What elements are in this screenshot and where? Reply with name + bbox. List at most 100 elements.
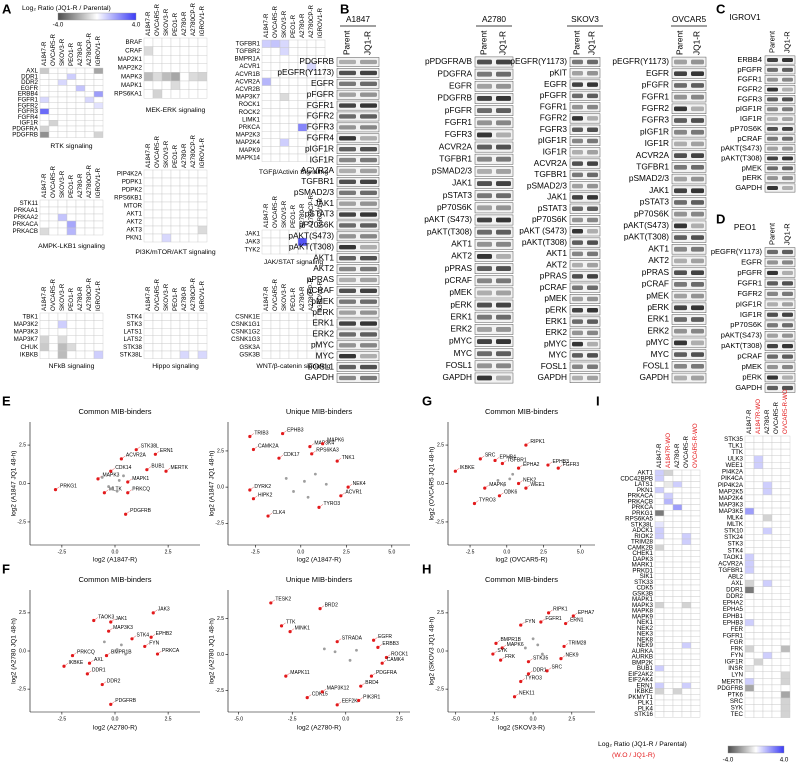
- row-label: JAK3: [245, 239, 260, 246]
- lane-label: JQ1-R: [363, 31, 373, 55]
- heatmap-cell: [188, 335, 199, 344]
- heatmap-cell: [66, 125, 77, 133]
- blot-strip: [336, 187, 380, 198]
- label-leader: [89, 660, 94, 664]
- blot-band: [360, 364, 377, 370]
- heatmap-cell: [270, 77, 281, 86]
- heatmap-cell: [57, 85, 68, 92]
- label-leader: [102, 681, 107, 685]
- label-leader: [455, 468, 460, 472]
- heatmap-cell: [66, 102, 77, 109]
- blot-band: [572, 330, 583, 336]
- row-label: EPHB1: [723, 613, 744, 620]
- heatmap-cell: [771, 520, 782, 528]
- heatmap-cell: [143, 217, 154, 227]
- heatmap-cell: [93, 320, 104, 329]
- blot-title: IGROV1: [729, 12, 761, 22]
- row-label: CDC42BPB: [620, 475, 653, 482]
- label-leader: [528, 670, 533, 675]
- row-label: ADCK1: [632, 527, 653, 534]
- blot-band: [674, 129, 687, 135]
- y-tick-label: 0.0: [19, 648, 26, 654]
- heatmap-cell: [780, 599, 791, 607]
- heatmap-cell: [780, 514, 791, 522]
- heatmap-cell: [663, 682, 674, 689]
- column-label: IGROV1-R: [199, 281, 206, 311]
- heatmap-cell: [261, 47, 272, 56]
- blot-band: [572, 138, 583, 144]
- heatmap-cell: [179, 72, 190, 82]
- label-leader: [565, 620, 570, 624]
- row-label: DAPK3: [633, 556, 654, 563]
- heatmap-cell: [753, 442, 764, 450]
- label-leader: [267, 512, 273, 517]
- heatmap-cell: [762, 488, 773, 496]
- heatmap-cell: [279, 130, 290, 139]
- heatmap-cell: [672, 671, 683, 678]
- heatmap-cell: [654, 607, 665, 614]
- blot-strip: [569, 226, 601, 237]
- heatmap-cell: [39, 220, 50, 229]
- blot-label: pAKT(T308): [289, 241, 334, 251]
- panel-label: E: [2, 393, 11, 408]
- heatmap-cell: [744, 697, 755, 705]
- heatmap-cell: [663, 538, 674, 545]
- column-label: A1847-R: [145, 286, 152, 311]
- label-leader: [106, 652, 111, 656]
- column-label: A1847-R: [41, 173, 48, 198]
- blot-label: pAKT(T308): [522, 237, 567, 247]
- column-label: A1847-R: [263, 13, 270, 38]
- heatmap-cell: [93, 350, 104, 359]
- heatmap-cell: [780, 697, 791, 705]
- data-point: [506, 489, 510, 493]
- blot-label: FGFR3: [540, 124, 568, 134]
- x-tick-label: 2.5: [343, 549, 350, 555]
- point-label: MAPK11: [290, 670, 310, 676]
- heatmap-cell: [197, 225, 208, 235]
- lane-label: Parent: [675, 30, 685, 55]
- heatmap-cell: [672, 630, 683, 637]
- heatmap-cell: [654, 705, 665, 712]
- heatmap-cell: [780, 540, 791, 548]
- blot-band: [572, 296, 583, 302]
- heatmap-cell: [681, 533, 692, 540]
- blot-strip: [474, 336, 514, 347]
- row-label: SYK: [731, 704, 744, 711]
- heatmap-cell: [297, 47, 308, 56]
- row-label: TYK2: [245, 247, 261, 254]
- column-label: OVCAR5-R-WO: [782, 389, 789, 434]
- heatmap-cell: [780, 593, 791, 600]
- heatmap-cell: [279, 350, 290, 359]
- blot-label: pIGF1R: [736, 299, 763, 308]
- x-tick-label: 0.0: [297, 549, 304, 555]
- heatmap-cell: [780, 527, 791, 535]
- label-leader: [337, 457, 342, 462]
- heatmap-cell: [681, 676, 692, 683]
- blot-band: [360, 125, 377, 130]
- heatmap-cell: [771, 547, 782, 555]
- blot-band: [360, 136, 377, 141]
- row-label: PDGFRA: [12, 126, 39, 133]
- blot-band: [767, 136, 778, 141]
- heatmap-cell: [762, 665, 773, 673]
- data-point: [562, 644, 566, 649]
- blot-label: pCRAF: [307, 285, 334, 295]
- blot-label: pMEK: [449, 287, 472, 297]
- row-label: PRKAA1: [14, 207, 39, 214]
- heatmap-cell: [744, 691, 755, 699]
- label-leader: [309, 443, 315, 447]
- row-label: FGFR2: [18, 102, 39, 109]
- x-tick-label: 2.5: [165, 549, 172, 555]
- heatmap-cell: [39, 335, 50, 344]
- heatmap-cell: [39, 320, 50, 329]
- blot-strip: [569, 350, 601, 361]
- column-label: A1847R-WO: [665, 433, 672, 468]
- heatmap-cell: [261, 320, 272, 329]
- heatmap-cell: [681, 515, 692, 522]
- heatmap-cell: [66, 85, 77, 92]
- x-axis-label: log2 (OVCAR5-R): [495, 557, 547, 564]
- heatmap-cell: [771, 658, 782, 666]
- heatmap-cell: [672, 510, 683, 517]
- heatmap-cell: [771, 645, 782, 653]
- y-tick-label: -2.5: [435, 519, 444, 525]
